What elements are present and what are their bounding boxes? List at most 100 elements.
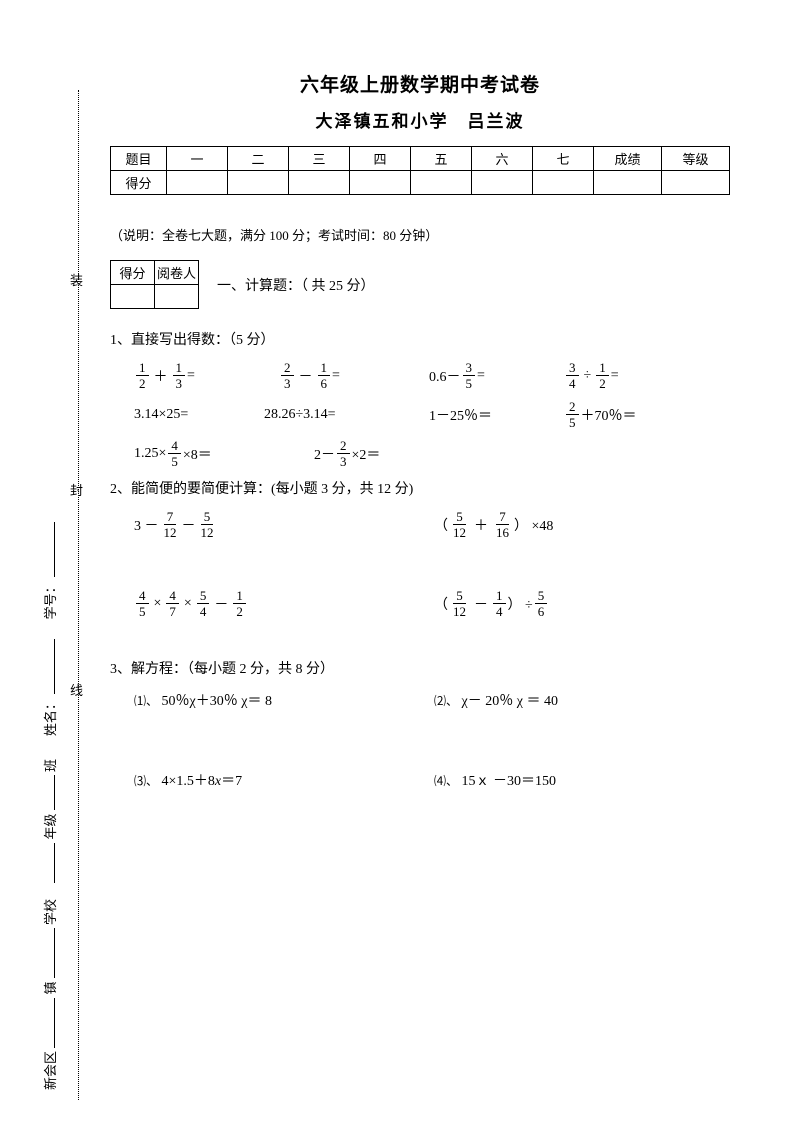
- binding-dotted-line: [78, 90, 79, 1100]
- grade-label: 年级: [43, 813, 58, 839]
- fraction: 512: [450, 589, 469, 618]
- expr: （ 512 － 14 ） ÷ 56: [434, 589, 730, 618]
- expr: 28.26÷3.14=: [264, 407, 429, 423]
- page-subtitle: 大泽镇五和小学 吕兰波: [110, 107, 730, 132]
- class-label: 班: [43, 759, 58, 772]
- mini-cell: 得分: [111, 261, 155, 285]
- expr: （ 512 ＋ 716 ） ×48: [434, 510, 730, 539]
- q1-row-2: 3.14×25= 28.26÷3.14= 1－25％＝ 25 ＋70％＝: [134, 400, 730, 429]
- binding-char-2: 封: [70, 480, 83, 499]
- fraction: 16: [318, 361, 331, 390]
- score-cell: [289, 171, 350, 195]
- fraction: 716: [493, 510, 512, 539]
- exam-explain: （说明：全卷七大题，满分 100 分；考试时间：80 分钟）: [110, 225, 730, 244]
- page-title: 六年级上册数学期中考试卷: [110, 70, 730, 97]
- fraction: 35: [463, 361, 476, 390]
- score-header: 一: [167, 147, 228, 171]
- mini-score-table: 得分 阅卷人: [110, 260, 199, 309]
- town-label: 镇: [43, 981, 58, 994]
- q2-row-1: 3 － 712 － 512 （ 512 ＋ 716 ） ×48: [134, 510, 730, 539]
- score-cell: [594, 171, 662, 195]
- score-header: 五: [411, 147, 472, 171]
- school-label: 学校: [43, 899, 58, 925]
- expr: 34 ÷ 12 =: [564, 361, 619, 390]
- table-row: 得分: [111, 171, 730, 195]
- fraction: 712: [161, 510, 180, 539]
- expr: 3.14×25=: [134, 407, 264, 423]
- fraction: 12: [233, 589, 246, 618]
- expr: 3 － 712 － 512: [134, 510, 434, 539]
- score-cell: [228, 171, 289, 195]
- expr: 1－25％＝: [429, 405, 564, 425]
- score-header: 二: [228, 147, 289, 171]
- expr: 1.25× 45 ×8＝: [134, 439, 314, 468]
- blank-line: [54, 639, 55, 694]
- name-label: 姓名：: [43, 697, 58, 736]
- section-header-row: 得分 阅卷人 一、计算题：（ 共 25 分）: [110, 260, 730, 309]
- fraction: 12: [596, 361, 609, 390]
- binding-char-1: 装: [70, 270, 83, 289]
- fraction: 54: [197, 589, 210, 618]
- score-cell: [411, 171, 472, 195]
- section-1-title: 一、计算题：（ 共 25 分）: [217, 275, 375, 295]
- fraction: 512: [198, 510, 217, 539]
- q3-row-2: ⑶、 4×1.5＋8x＝7 ⑷、 15ｘ －30＝150: [134, 770, 730, 790]
- expr: ⑴、 50％χ＋30％ χ＝ 8: [134, 690, 434, 710]
- fraction: 25: [566, 400, 579, 429]
- expr: ⑶、 4×1.5＋8x＝7: [134, 770, 434, 790]
- id-label: 学号：: [43, 580, 58, 619]
- table-row: 题目 一 二 三 四 五 六 七 成绩 等级: [111, 147, 730, 171]
- blank-line: [54, 775, 55, 810]
- blank-line: [54, 522, 55, 577]
- fraction: 47: [166, 589, 179, 618]
- expr: ⑵、 χ－ 20％ χ ＝ 40: [434, 690, 730, 710]
- score-header: 题目: [111, 147, 167, 171]
- fraction: 45: [168, 439, 181, 468]
- score-header: 四: [350, 147, 411, 171]
- score-cell: [167, 171, 228, 195]
- district-label: 新会区: [43, 1051, 58, 1090]
- q1-row-1: 12 ＋ 13 = 23 － 16 = 0.6－ 35 = 34 ÷ 12 =: [134, 361, 730, 390]
- expr: 2－ 23 ×2＝: [314, 439, 380, 468]
- fraction: 23: [337, 439, 350, 468]
- side-info: 新会区 镇 学校 年级 班 姓名： 学号：: [40, 522, 59, 1090]
- content-area: 六年级上册数学期中考试卷 大泽镇五和小学 吕兰波 题目 一 二 三 四 五 六 …: [110, 70, 730, 800]
- q3-row-1: ⑴、 50％χ＋30％ χ＝ 8 ⑵、 χ－ 20％ χ ＝ 40: [134, 690, 730, 710]
- blank-line: [54, 928, 55, 978]
- binding-char-3: 线: [70, 680, 83, 699]
- expr: 23 － 16 =: [279, 361, 429, 390]
- q2-title: 2、能简便的要简便计算：(每小题 3 分，共 12 分): [110, 478, 730, 498]
- fraction: 23: [281, 361, 294, 390]
- score-cell: [472, 171, 533, 195]
- score-header: 六: [472, 147, 533, 171]
- mini-cell: [111, 285, 155, 309]
- expr: ⑷、 15ｘ －30＝150: [434, 770, 730, 790]
- expr: 0.6－ 35 =: [429, 361, 564, 390]
- fraction: 34: [566, 361, 579, 390]
- fraction: 45: [136, 589, 149, 618]
- q2-row-2: 45 × 47 × 54 － 12 （ 512 － 14 ） ÷ 56: [134, 589, 730, 618]
- fraction: 14: [493, 589, 506, 618]
- fraction: 56: [535, 589, 548, 618]
- fraction: 12: [136, 361, 149, 390]
- row-label: 得分: [111, 171, 167, 195]
- mini-cell: [155, 285, 199, 309]
- score-cell: [350, 171, 411, 195]
- score-table: 题目 一 二 三 四 五 六 七 成绩 等级 得分: [110, 146, 730, 195]
- fraction: 13: [173, 361, 186, 390]
- score-header: 成绩: [594, 147, 662, 171]
- blank-line: [54, 843, 55, 883]
- fraction: 512: [450, 510, 469, 539]
- expr: 12 ＋ 13 =: [134, 361, 279, 390]
- page: 装 封 线 新会区 镇 学校 年级 班 姓名： 学号： 六年级上册数学期中考试卷…: [0, 0, 800, 1132]
- expr: 45 × 47 × 54 － 12: [134, 589, 434, 618]
- score-header: 三: [289, 147, 350, 171]
- q3-title: 3、解方程：（每小题 2 分，共 8 分）: [110, 658, 730, 678]
- score-header: 七: [533, 147, 594, 171]
- score-cell: [533, 171, 594, 195]
- score-cell: [662, 171, 730, 195]
- mini-cell: 阅卷人: [155, 261, 199, 285]
- expr: 25 ＋70％＝: [564, 400, 637, 429]
- blank-line: [54, 998, 55, 1048]
- q1-row-3: 1.25× 45 ×8＝ 2－ 23 ×2＝: [134, 439, 730, 468]
